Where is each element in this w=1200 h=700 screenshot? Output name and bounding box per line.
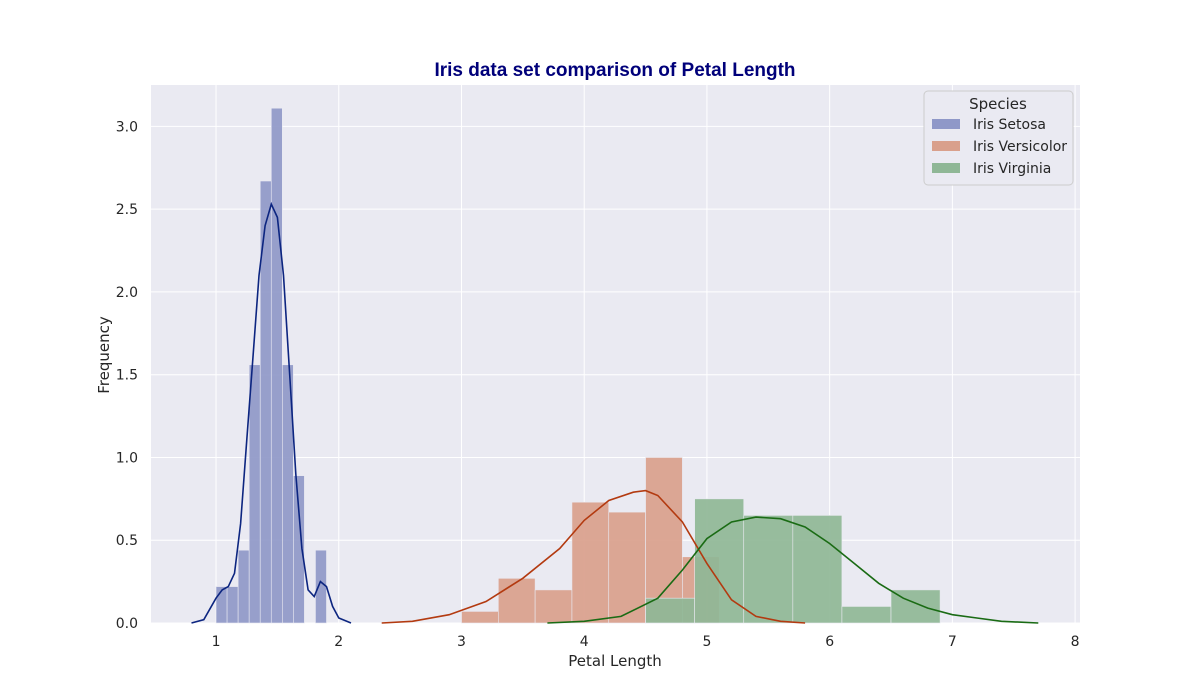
- legend-swatch: [932, 119, 960, 129]
- legend-swatch: [932, 141, 960, 151]
- kde-curve: [191, 201, 352, 624]
- histogram-bar: [237, 549, 250, 624]
- x-tick-label: 4: [580, 634, 589, 650]
- x-axis-label: Petal Length: [568, 652, 662, 670]
- legend-title: Species: [969, 95, 1027, 113]
- x-tick-label: 8: [1071, 634, 1080, 650]
- histogram-bar: [498, 578, 536, 624]
- histogram-bar: [694, 498, 745, 624]
- x-tick-label: 2: [334, 634, 343, 650]
- x-tick-label: 6: [825, 634, 834, 650]
- legend-box: [923, 90, 1074, 186]
- y-tick-label: 3.0: [116, 119, 138, 135]
- x-tick-label: 3: [457, 634, 466, 650]
- histogram-bar: [315, 549, 327, 624]
- histogram-bar: [226, 586, 239, 624]
- histogram-bar: [461, 611, 499, 624]
- legend-items: Iris Setosa Iris Versicolor Iris Virginia: [932, 117, 1067, 177]
- histogram-bar: [841, 606, 892, 624]
- x-tick-label: 1: [212, 634, 221, 650]
- histogram-bar: [571, 501, 610, 624]
- histogram-bar: [792, 515, 843, 624]
- x-tick-label: 7: [948, 634, 957, 650]
- legend-label: Iris Versicolor: [973, 139, 1067, 155]
- histogram-bar: [534, 589, 573, 624]
- y-axis-label: Frequency: [95, 316, 113, 394]
- histogram-bar: [608, 511, 646, 624]
- y-tick-label: 1.0: [116, 450, 138, 466]
- kde-curve: [547, 516, 1039, 624]
- kde-curves: [191, 201, 1039, 624]
- legend: Species Iris Setosa Iris Versicolor Iris V…: [923, 90, 1074, 186]
- x-tick-label: 5: [702, 634, 711, 650]
- y-tick-label: 2.0: [116, 285, 138, 301]
- y-tick-labels: 0.0 0.5 1.0 1.5 2.0 2.5 3.0: [116, 119, 138, 632]
- histogram-bar: [645, 457, 683, 624]
- histogram-bar: [293, 475, 305, 624]
- x-tick-labels: 1 2 3 4 5 6 7 8: [212, 634, 1080, 650]
- histogram-bar: [645, 597, 695, 624]
- histogram-bar: [248, 364, 261, 624]
- legend-label: Iris Virginia: [973, 161, 1051, 177]
- histogram-bars: [215, 107, 941, 624]
- histogram-bar: [270, 107, 283, 624]
- y-tick-label: 0.5: [116, 533, 138, 549]
- kde-curve: [381, 489, 806, 624]
- legend-label: Iris Setosa: [973, 117, 1046, 133]
- legend-swatch: [932, 163, 960, 173]
- y-tick-label: 0.0: [116, 616, 138, 632]
- chart-title: Iris data set comparison of Petal Length: [434, 60, 795, 81]
- histogram-bar: [743, 515, 794, 624]
- y-tick-label: 2.5: [116, 202, 138, 218]
- y-tick-label: 1.5: [116, 368, 138, 384]
